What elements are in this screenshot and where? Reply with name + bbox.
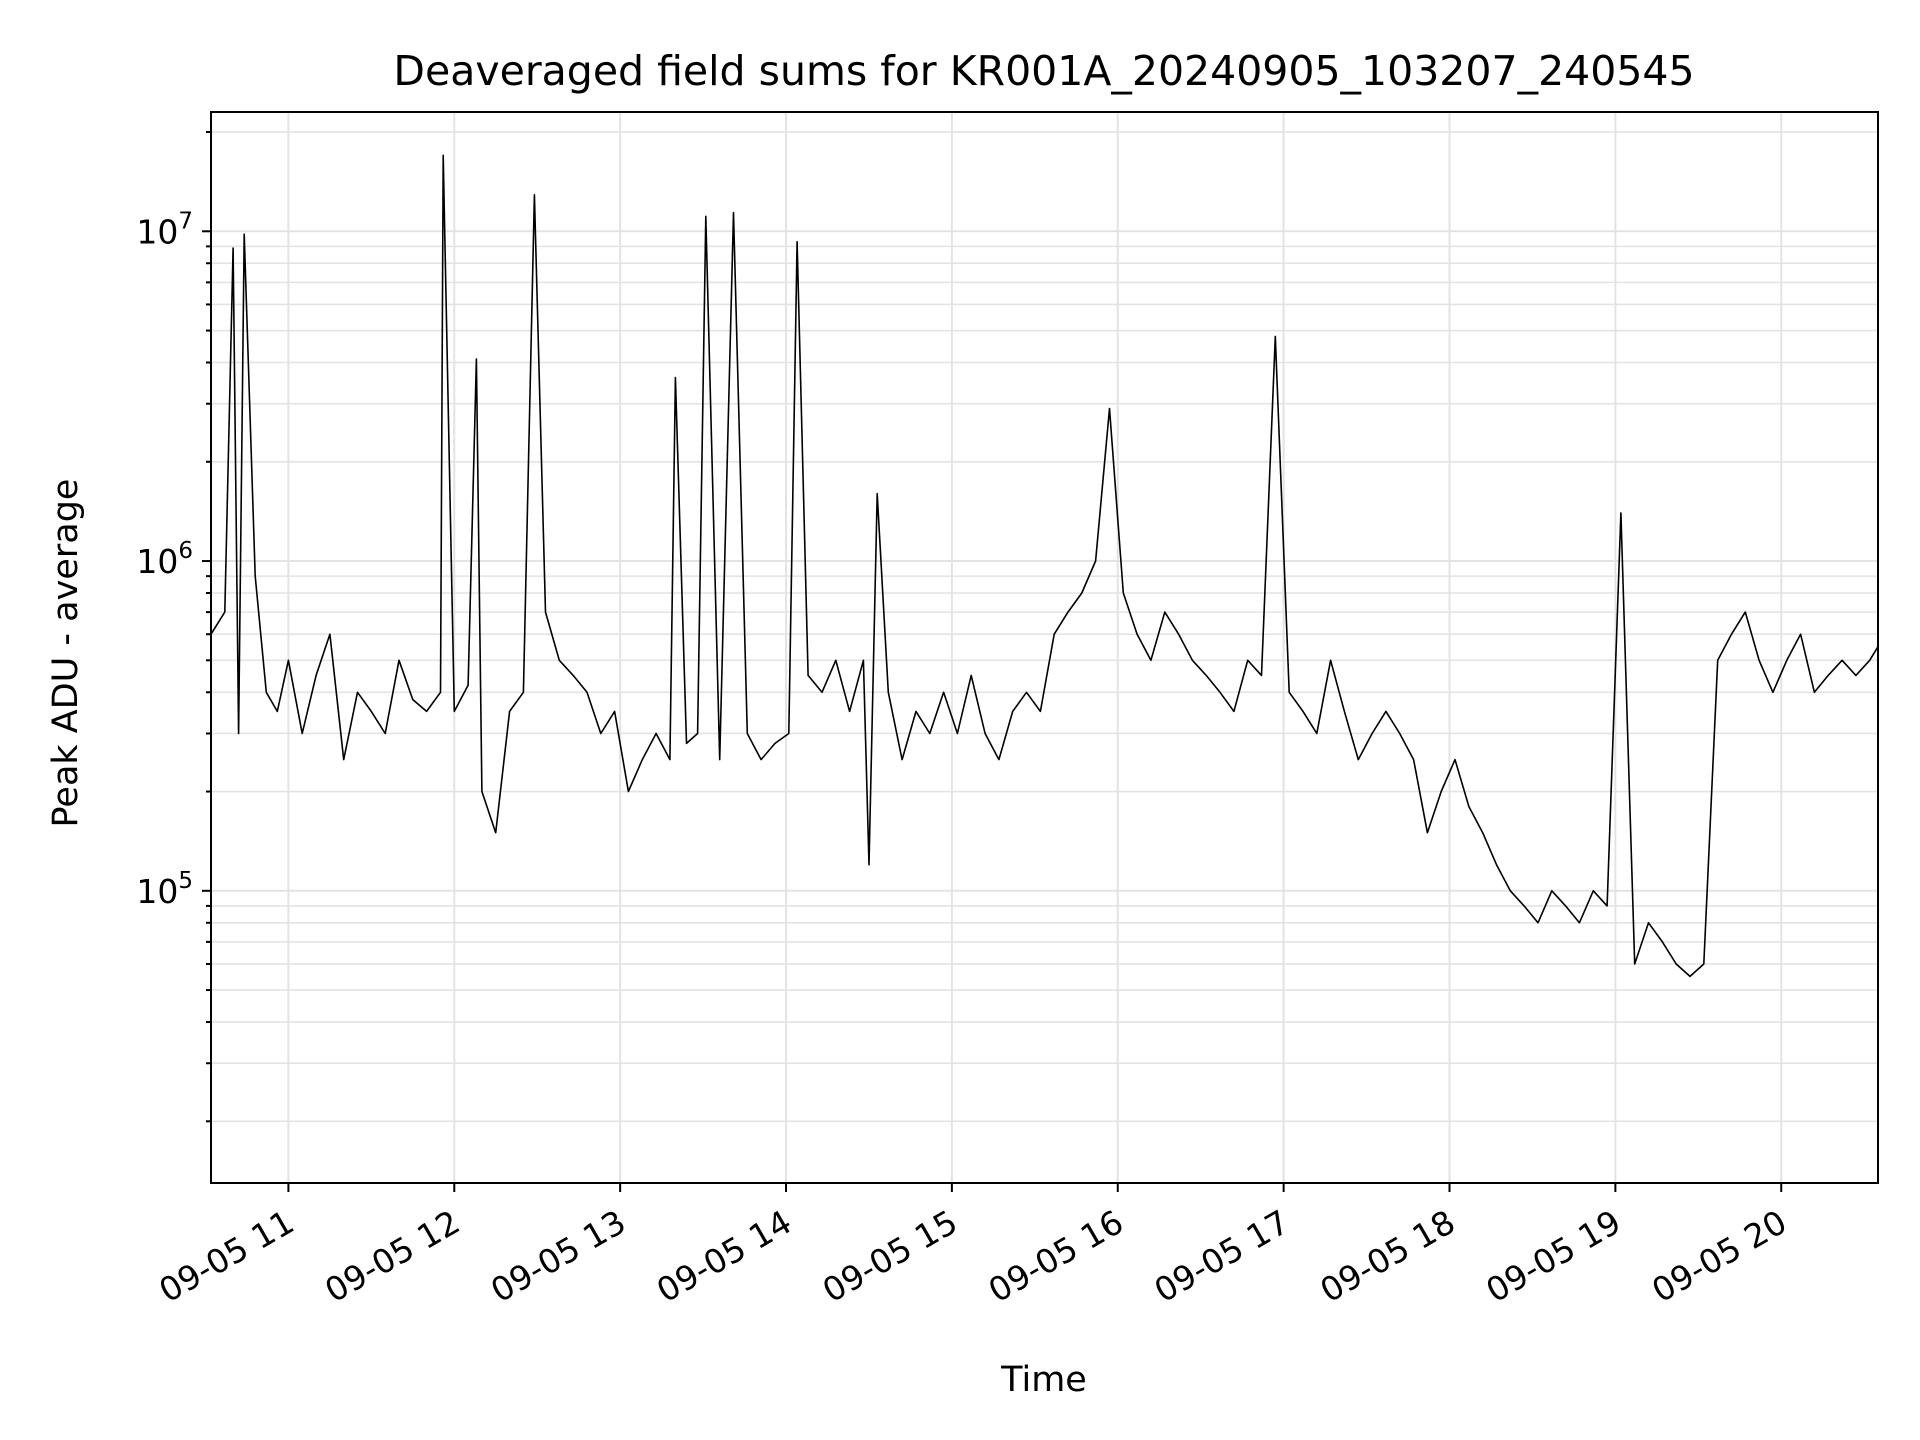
y-tick-label: 105: [136, 868, 193, 911]
plot-frame: [210, 111, 1879, 1184]
series-line: [210, 154, 1879, 978]
y-tick-label: 106: [136, 538, 193, 581]
x-axis-label: Time: [1000, 1360, 1087, 1400]
chart-title: Deaveraged field sums for KR001A_2024090…: [393, 47, 1694, 95]
y-axis-label: Peak ADU - average: [46, 479, 86, 828]
grid: [211, 112, 1878, 1183]
series-layer: [210, 154, 1879, 978]
y-tick-label: 107: [136, 208, 193, 251]
